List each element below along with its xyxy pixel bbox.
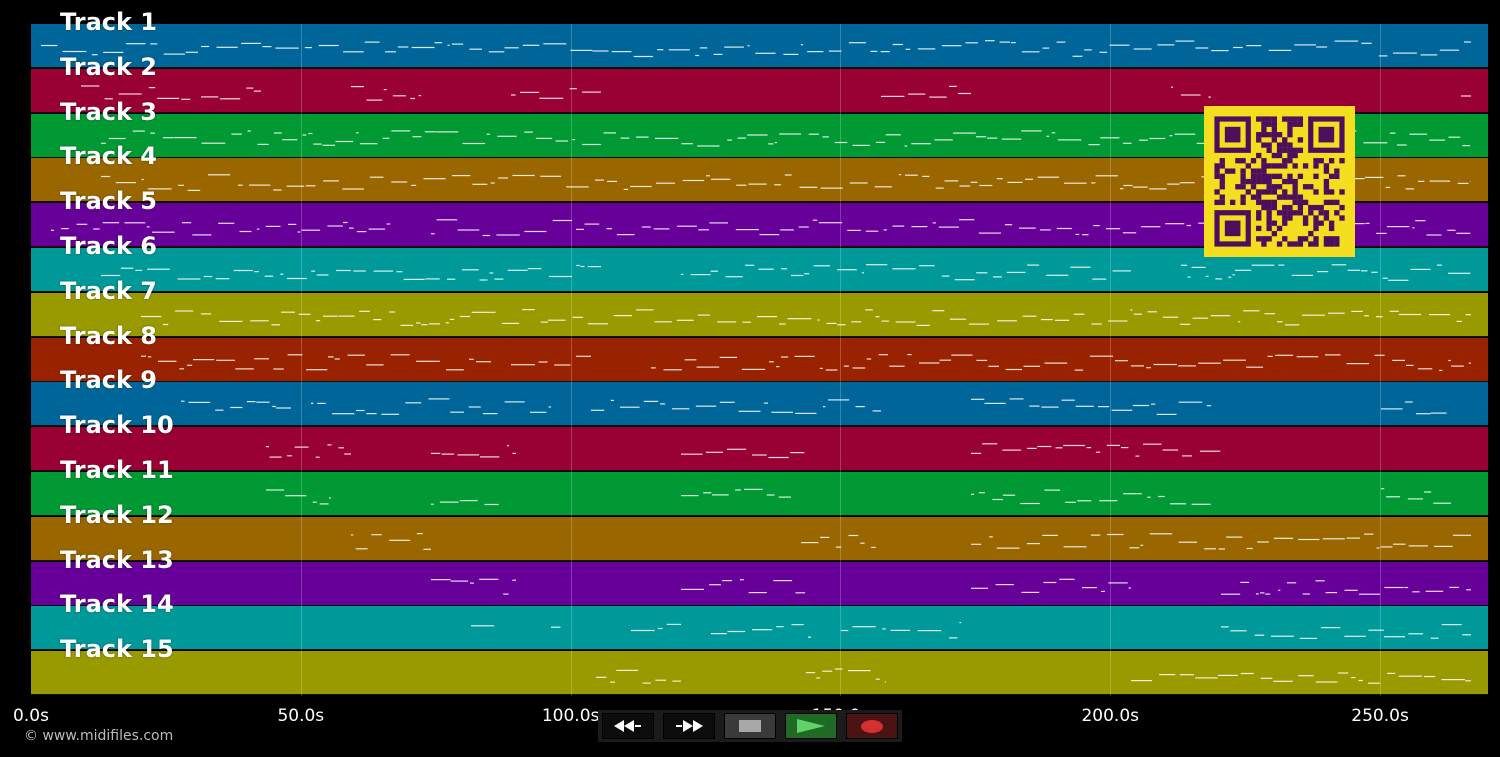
play-button[interactable] [785,713,837,739]
transport-controls [598,710,902,742]
track-label: Track 5 [60,187,158,216]
track-notes [41,40,1471,58]
time-tick-label: 200.0s [1081,706,1140,726]
track-label: Track 7 [60,276,158,305]
track-label: Track 11 [60,456,174,484]
track-label: Track 6 [60,232,158,260]
qr-code [1204,106,1355,257]
track-notes [471,622,1471,640]
track-lane [31,292,1488,337]
stop-icon [739,720,761,732]
fast-forward-icon [676,720,703,732]
track-lane [31,606,1488,651]
track-notes [141,353,1471,371]
track-label: Track 3 [60,97,158,126]
track-label: Track 4 [60,142,158,171]
time-tick-label: 0.0s [13,706,49,726]
time-tick-label: 100.0s [541,706,600,726]
track-notes [181,398,1447,416]
track-notes [266,443,1221,459]
track-label: Track 8 [60,321,158,350]
copyright-text: © www.midifiles.com [24,728,174,744]
time-tick-label: 250.0s [1351,706,1409,726]
track-notes [81,85,1471,101]
track-lane [31,427,1488,472]
rewind-icon [614,720,641,732]
play-icon [797,719,825,733]
rewind-button[interactable] [602,713,654,739]
track-lane [31,561,1488,606]
track-lane [31,24,1488,68]
track-lane [31,337,1488,382]
track-lane [31,651,1488,696]
fast-forward-button[interactable] [663,713,715,739]
stop-button[interactable] [724,713,776,739]
track-label: Track 12 [60,500,174,529]
time-tick-label: 50.0s [277,706,325,726]
track-notes [351,532,1471,550]
track-lanes [31,24,1488,696]
track-label: Track 9 [60,366,158,395]
record-icon [861,719,883,733]
track-label: Track 15 [60,635,174,664]
track-label: Track 1 [60,8,158,36]
track-notes [266,488,1451,506]
track-notes [596,668,1471,684]
track-label: Track 14 [60,590,174,619]
track-label: Track 10 [60,411,174,440]
track-lane [31,382,1488,427]
track-label: Track 2 [60,52,158,81]
track-notes [431,578,1471,595]
track-lane [31,516,1488,561]
track-label: Track 13 [60,545,174,574]
track-notes [141,308,1471,326]
record-button[interactable] [846,713,898,739]
track-lane [31,68,1488,113]
track-lane [31,472,1488,516]
track-notes [101,264,1471,281]
